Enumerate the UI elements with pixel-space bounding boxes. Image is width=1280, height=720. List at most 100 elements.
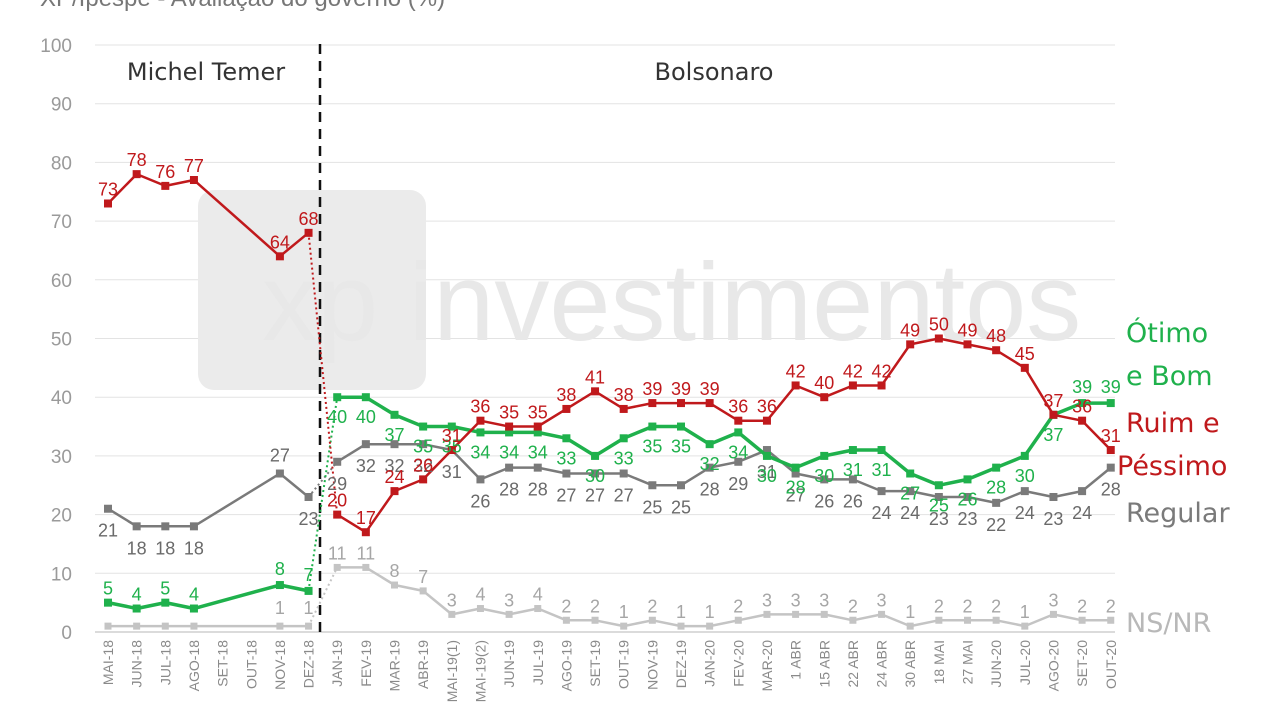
data-point bbox=[133, 622, 141, 630]
data-label: 42 bbox=[786, 361, 806, 381]
x-tick-label: DEZ-18 bbox=[301, 640, 317, 688]
data-label: 39 bbox=[700, 379, 720, 399]
x-tick-label: DEZ-19 bbox=[673, 640, 689, 688]
data-point bbox=[791, 463, 800, 472]
x-tick-label: JUN-19 bbox=[501, 640, 517, 688]
data-label: 39 bbox=[671, 379, 691, 399]
x-tick-label: 27 MAI bbox=[960, 640, 976, 684]
data-point bbox=[189, 604, 198, 613]
data-label: 27 bbox=[556, 486, 576, 506]
data-point bbox=[849, 616, 857, 624]
data-label: 40 bbox=[356, 407, 376, 427]
data-point bbox=[934, 481, 943, 490]
data-label: 35 bbox=[499, 403, 519, 423]
data-point bbox=[505, 463, 514, 472]
data-label: 33 bbox=[614, 448, 634, 468]
data-label: 28 bbox=[986, 478, 1006, 498]
data-point bbox=[304, 492, 313, 501]
data-label: 34 bbox=[470, 442, 490, 462]
data-point bbox=[533, 422, 542, 431]
data-point bbox=[677, 481, 685, 490]
data-label: 8 bbox=[275, 559, 285, 579]
data-point bbox=[591, 387, 600, 396]
data-point bbox=[562, 616, 570, 624]
y-tick-label: 60 bbox=[51, 271, 72, 292]
data-label: 2 bbox=[1077, 596, 1087, 616]
data-label: 21 bbox=[98, 521, 118, 541]
data-point bbox=[820, 475, 829, 484]
data-label: 39 bbox=[642, 379, 662, 399]
data-point bbox=[362, 563, 370, 571]
data-point bbox=[476, 605, 484, 613]
data-label: 49 bbox=[957, 320, 977, 340]
x-tick-label: AGO-20 bbox=[1045, 640, 1061, 692]
data-point bbox=[333, 510, 342, 519]
data-point bbox=[391, 581, 398, 589]
data-point bbox=[161, 181, 170, 190]
data-point bbox=[705, 463, 714, 472]
data-label: 2 bbox=[848, 596, 858, 616]
data-point bbox=[878, 610, 886, 618]
legend-label: Péssimo bbox=[1117, 451, 1227, 482]
x-tick-label: NOV-18 bbox=[272, 640, 288, 690]
x-tick-label: SET-18 bbox=[215, 640, 231, 687]
data-point bbox=[333, 563, 341, 571]
data-point bbox=[1078, 616, 1086, 624]
x-tick-label: 15 ABR bbox=[816, 640, 832, 687]
data-point bbox=[1020, 451, 1029, 460]
data-point bbox=[562, 434, 571, 443]
data-point bbox=[161, 622, 169, 630]
series-line-0-temer-gap bbox=[193, 583, 281, 611]
data-point bbox=[390, 410, 399, 419]
data-point bbox=[992, 616, 1000, 624]
data-point bbox=[275, 469, 284, 478]
data-point bbox=[791, 469, 800, 478]
data-point bbox=[734, 428, 743, 437]
legend: Ótimo e Bom Ruim e Péssimo Regular NS/NR bbox=[1117, 317, 1230, 639]
data-point bbox=[505, 610, 513, 618]
data-label: 36 bbox=[757, 397, 777, 417]
data-point bbox=[189, 176, 198, 185]
x-tick-label: JAN-19 bbox=[329, 640, 345, 687]
data-label: 31 bbox=[1101, 426, 1121, 446]
x-tick-label: FEV-20 bbox=[730, 640, 746, 687]
data-label: 26 bbox=[957, 489, 977, 509]
data-point bbox=[762, 446, 771, 455]
data-point bbox=[533, 428, 542, 437]
data-point bbox=[877, 446, 886, 455]
data-label: 4 bbox=[475, 585, 485, 605]
data-point bbox=[848, 475, 857, 484]
data-point bbox=[619, 469, 628, 478]
data-point bbox=[161, 522, 170, 531]
data-point bbox=[361, 528, 370, 537]
data-point bbox=[276, 622, 284, 630]
data-point bbox=[964, 616, 971, 624]
series-line-2-temer-b bbox=[279, 472, 310, 498]
data-label: 50 bbox=[929, 315, 949, 335]
data-point bbox=[792, 610, 800, 618]
data-label: 23 bbox=[299, 509, 319, 529]
data-point bbox=[619, 434, 628, 443]
series-line-1-transition bbox=[307, 232, 339, 515]
data-label: 41 bbox=[585, 367, 605, 387]
data-label: 2 bbox=[733, 596, 743, 616]
data-label: 27 bbox=[585, 486, 605, 506]
data-label: 27 bbox=[614, 486, 634, 506]
series-line-1-bolsonaro bbox=[336, 337, 1112, 534]
data-label: 25 bbox=[642, 497, 662, 517]
data-point bbox=[820, 393, 829, 402]
series-line-2-bolsonaro bbox=[336, 442, 1112, 505]
data-point bbox=[505, 422, 514, 431]
x-tick-label: 18 MAI bbox=[931, 640, 947, 684]
y-axis: 0 10 20 30 40 50 60 70 80 90 100 bbox=[40, 36, 72, 644]
data-point bbox=[791, 381, 800, 390]
y-tick-label: 0 bbox=[61, 623, 72, 644]
data-label: 31 bbox=[843, 460, 863, 480]
data-point bbox=[935, 616, 943, 624]
data-point bbox=[275, 581, 284, 590]
data-label: 1 bbox=[304, 598, 314, 618]
data-label: 35 bbox=[642, 437, 662, 457]
series-line-1-temer-gap bbox=[193, 179, 281, 258]
data-label: 18 bbox=[184, 538, 204, 558]
data-label: 68 bbox=[299, 209, 319, 229]
